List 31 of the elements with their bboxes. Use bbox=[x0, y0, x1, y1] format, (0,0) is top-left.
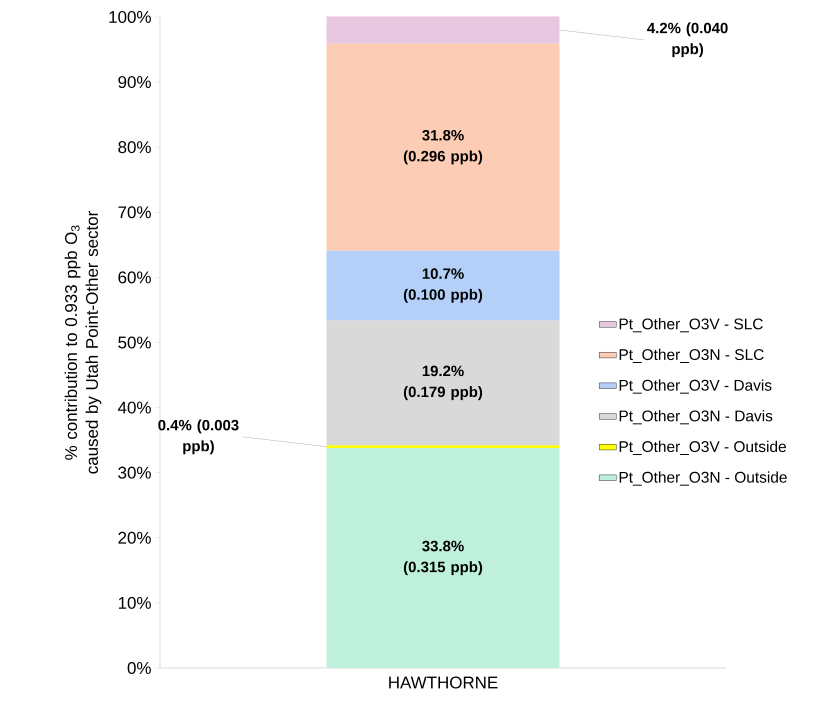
y-tick-label: 100% bbox=[109, 10, 151, 23]
y-tick-label: 80% bbox=[118, 141, 151, 154]
data-label: 31.8% (0.296 ppb) bbox=[404, 130, 482, 164]
legend-label: Pt_Other_O3N - Davis bbox=[620, 410, 772, 424]
y-tick-label: 10% bbox=[118, 596, 151, 609]
y-tick-label: 40% bbox=[118, 402, 151, 414]
bar bbox=[326, 250, 560, 320]
y-tick-label: 20% bbox=[118, 532, 151, 544]
data-label: 19.2% (0.179 ppb) bbox=[404, 366, 482, 400]
y-tick-label: 50% bbox=[118, 336, 151, 348]
data-label: 33.8% (0.315 ppb) bbox=[404, 540, 482, 576]
data-label: 10.7% (0.100 ppb) bbox=[404, 268, 482, 303]
legend-label: Pt_Other_O3V - Outside bbox=[620, 440, 786, 455]
data-label: 0.4% (0.003 ppb) bbox=[158, 419, 239, 454]
bar bbox=[326, 448, 560, 668]
bar bbox=[326, 44, 560, 251]
bar bbox=[326, 445, 560, 448]
y-tick-label: 70% bbox=[118, 206, 151, 218]
legend-label: Pt_Other_O3N - Outside bbox=[620, 471, 787, 486]
legend-label: Pt_Other_O3V - Davis bbox=[620, 379, 772, 394]
y-tick-label: 0% bbox=[128, 662, 151, 674]
bar bbox=[326, 320, 560, 446]
y-tick-label: 90% bbox=[118, 76, 151, 88]
bar bbox=[326, 16, 560, 44]
legend-label: Pt_Other_O3V - SLC bbox=[620, 318, 763, 332]
y-tick-label: 60% bbox=[118, 271, 151, 284]
x-tick-label: HAWTHORNE bbox=[389, 676, 498, 688]
y-axis-title: % contribution to 0.933 ppb O$_{3}$ caused by Utah Point-Other sector bbox=[64, 211, 102, 474]
data-label: 4.2% (0.040 ppb) bbox=[647, 22, 728, 58]
y-tick-label: 30% bbox=[118, 466, 151, 479]
legend-label: Pt_Other_O3N - SLC bbox=[620, 348, 764, 363]
